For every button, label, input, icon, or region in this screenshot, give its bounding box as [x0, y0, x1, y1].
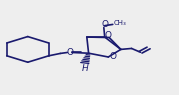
Text: O: O	[66, 48, 73, 57]
Text: CH₃: CH₃	[113, 20, 126, 26]
Text: O: O	[105, 31, 112, 40]
Text: O: O	[101, 20, 108, 29]
Text: O: O	[109, 52, 116, 61]
Text: H: H	[82, 64, 88, 73]
